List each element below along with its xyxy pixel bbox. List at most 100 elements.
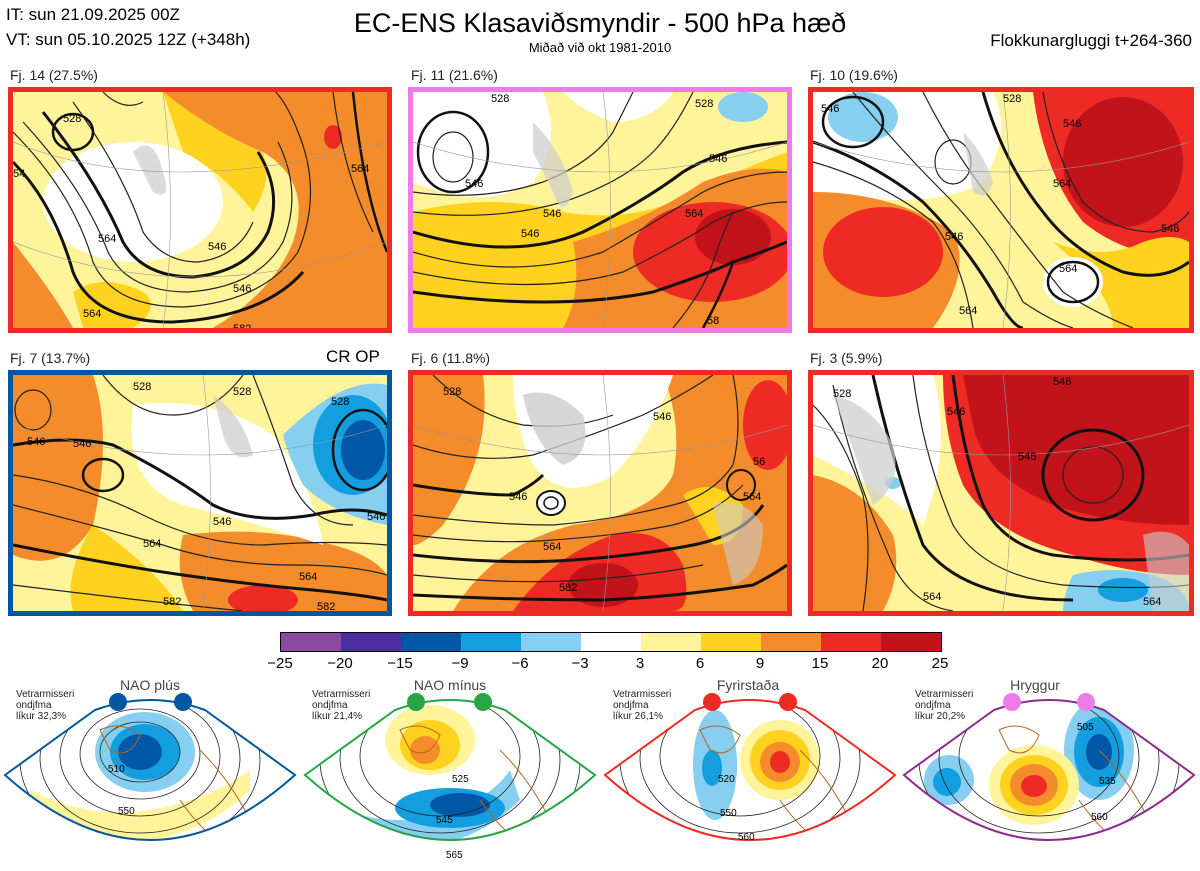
contour-label: 520 — [718, 774, 735, 785]
cluster-map-2: 546 528 528 546 546 564 546 58 — [408, 87, 792, 333]
colorbar-swatch — [701, 633, 761, 651]
contour-label: 528 — [443, 386, 461, 398]
contour-label: 546 — [947, 406, 965, 418]
control-operational-label: CR OP — [326, 347, 380, 366]
regime-title-nao-minus: NAO mínus — [413, 677, 487, 693]
regime-map-blocking: 520 550 560 — [603, 693, 897, 843]
colorbar-tick: 3 — [635, 655, 645, 672]
page-subtitle: Miðað við okt 1981-2010 — [528, 40, 672, 55]
cluster-map-4: 546 528 528 528 546 546 564 564 582 582 … — [8, 370, 392, 616]
panel-label-1: Fj. 14 (27.5%) — [10, 67, 98, 83]
panel-label-4: Fj. 7 (13.7%) — [10, 350, 91, 366]
panel-label-5: Fj. 6 (11.8%) — [411, 350, 491, 366]
contour-label: 546 — [543, 208, 561, 220]
colorbar-swatch — [641, 633, 701, 651]
contour-label: 546 — [521, 228, 539, 240]
regime-border — [303, 699, 597, 841]
colorbar-tick: −3 — [571, 655, 589, 672]
contour-label: 582 — [233, 323, 251, 328]
colorbar-swatch — [521, 633, 581, 651]
contour-label: 546 — [1053, 376, 1071, 388]
contour-label: 546 — [208, 241, 226, 253]
contour-label: 505 — [1077, 722, 1094, 733]
contour-label: 560 — [1091, 812, 1108, 823]
colorbar-tick: −6 — [511, 655, 529, 672]
cluster-map-5: 528 546 546 564 582 564 56 — [408, 370, 792, 616]
contour-label: 582 — [317, 601, 335, 611]
colorbar-swatch — [281, 633, 341, 651]
contour-label: 54 — [13, 168, 25, 180]
contour-label: 525 — [452, 774, 469, 785]
contour-label: 546 — [233, 283, 251, 295]
contour-label: 528 — [695, 98, 713, 110]
colorbar-tick: −9 — [451, 655, 469, 672]
cluster-map-6: 528 546 546 546 564 564 — [808, 370, 1194, 616]
contour-label: 582 — [163, 596, 181, 608]
regime-border — [902, 699, 1196, 841]
colorbar-tick: 9 — [755, 655, 765, 672]
contour-label: 564 — [1059, 263, 1077, 275]
contour-label: 528 — [491, 93, 509, 105]
contour-label: 56 — [753, 456, 765, 468]
panel-label-6: Fj. 3 (5.9%) — [810, 350, 883, 366]
regime-map-nao-plus: 510 550 — [3, 693, 297, 841]
contour-label: 546 — [653, 411, 671, 423]
colorbar-tick: −20 — [327, 655, 353, 672]
contour-label: 564 — [351, 163, 369, 175]
contour-label: 545 — [436, 815, 453, 826]
contour-label: 550 — [118, 806, 135, 817]
contour-label: 564 — [959, 305, 977, 317]
contour-label: 546 — [27, 436, 45, 448]
contour-label: 560 — [738, 832, 755, 843]
cluster-map-3: 546 528 546 564 546 564 564 546 — [808, 87, 1194, 333]
regime-border — [3, 699, 297, 841]
colorbar-tick: −15 — [387, 655, 413, 672]
contour-label: 528 — [133, 381, 151, 393]
regime-border — [603, 699, 897, 841]
contour-label: 564 — [923, 591, 941, 603]
contour-label: 528 — [833, 388, 851, 400]
contour-label: 565 — [446, 850, 463, 861]
regime-note: Vetrarmisseri ondjfma líkur 32,3% — [16, 689, 75, 722]
contour-label: 564 — [83, 308, 101, 320]
contour-label: 564 — [98, 233, 116, 245]
contour-label: 564 — [743, 491, 761, 503]
contour-label: 510 — [108, 764, 125, 775]
regime-note: Vetrarmisseri ondjfma líkur 20,2% — [915, 689, 974, 722]
contour-label: 546 — [213, 516, 231, 528]
colorbar-tick: −25 — [267, 655, 293, 672]
contour-label: 564 — [1053, 178, 1071, 190]
regime-note: Vetrarmisseri ondjfma líkur 21,4% — [312, 689, 371, 722]
contour-label: 546 — [709, 153, 727, 165]
colorbar-swatch — [761, 633, 821, 651]
contour-label: 550 — [720, 808, 737, 819]
regime-title-nao-plus: NAO plús — [120, 677, 180, 693]
contour-label: 528 — [63, 113, 81, 125]
contour-label: 546 — [945, 231, 963, 243]
colorbar-swatch — [881, 633, 941, 651]
contour-label: 564 — [1143, 596, 1161, 608]
page-title: EC-ENS Klasaviðsmyndir - 500 hPa hæð — [353, 8, 847, 38]
contour-label: 58 — [707, 315, 719, 327]
contour-label: 546 — [1063, 118, 1081, 130]
contour-label: 564 — [685, 208, 703, 220]
regime-note: Vetrarmisseri ondjfma líkur 26,1% — [613, 689, 672, 722]
colorbar-tick: 20 — [871, 655, 889, 672]
contour-label: 546 — [1018, 451, 1036, 463]
contour-label: 582 — [559, 582, 577, 594]
colorbar-swatch — [581, 633, 641, 651]
contour-label: 528 — [331, 396, 349, 408]
colorbar-tick: 15 — [811, 655, 829, 672]
colorbar-tick: 25 — [931, 655, 949, 672]
colorbar-swatch — [341, 633, 401, 651]
contour-label: 546 — [465, 178, 483, 190]
init-time: IT: sun 21.09.2025 00Z — [6, 5, 180, 24]
valid-time: VT: sun 05.10.2025 12Z (+348h) — [6, 30, 251, 49]
panel-label-3: Fj. 10 (19.6%) — [810, 67, 898, 83]
contour-label: 546 — [367, 511, 385, 523]
contour-label: 528 — [1003, 93, 1021, 105]
colorbar — [280, 632, 942, 652]
contour-label: 564 — [299, 571, 317, 583]
cluster-map-1: 564 528 546 546 54 564 582 564 — [8, 87, 392, 333]
regime-map-ridge: 505 535 560 — [902, 693, 1196, 841]
